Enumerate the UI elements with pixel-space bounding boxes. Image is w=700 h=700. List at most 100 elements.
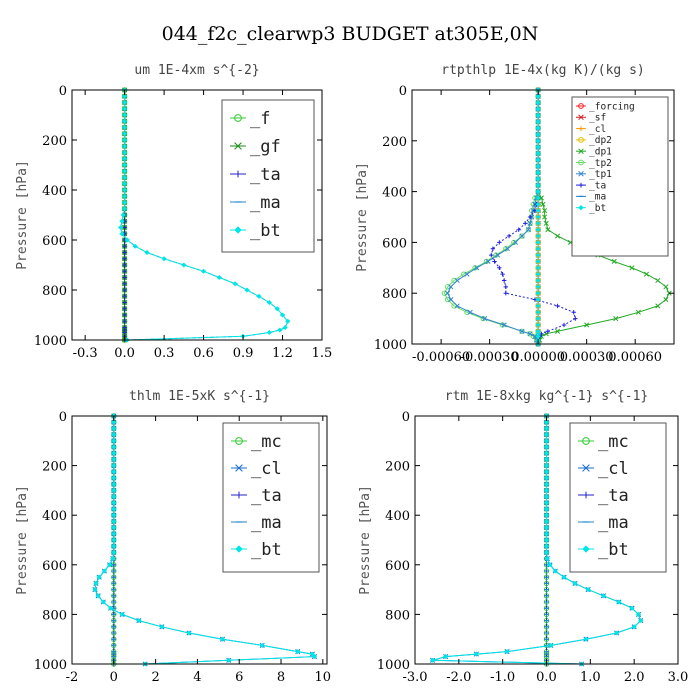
legend-marker — [582, 545, 590, 553]
data-point — [535, 112, 541, 119]
y-tick-label: 200 — [42, 134, 67, 149]
x-tick-label: 6 — [235, 670, 243, 685]
y-tick-label: 0 — [59, 84, 67, 99]
y-tick-label: 800 — [42, 608, 67, 623]
data-point — [629, 605, 635, 611]
y-axis-label: Pressure [hPa] — [15, 485, 30, 595]
y-tick-label: 600 — [42, 559, 67, 574]
data-point — [519, 328, 525, 334]
data-point — [122, 300, 127, 305]
data-point — [535, 169, 541, 176]
data-point — [543, 537, 550, 543]
data-point — [485, 258, 491, 265]
data-point — [616, 599, 622, 605]
data-point — [274, 306, 280, 312]
data-point — [266, 299, 273, 306]
data-point — [545, 227, 551, 233]
data-point — [543, 425, 550, 432]
data-point — [535, 144, 541, 150]
data-point — [121, 93, 128, 99]
data-point — [100, 599, 107, 605]
legend-label: _ma — [250, 193, 281, 213]
chart-panel-2: rtpthlp 1E-4x(kg K)/(kg s) Pressure [hPa]… — [355, 63, 675, 365]
data-point — [543, 220, 549, 226]
data-point — [429, 657, 436, 663]
x-tick-label: 10 — [315, 670, 332, 685]
data-point — [527, 220, 533, 227]
y-axis-label: Pressure [hPa] — [358, 485, 373, 595]
legend-label: _bt — [250, 221, 281, 241]
y-tick-label: 1000 — [377, 658, 410, 673]
panel-title: rtpthlp 1E-4x(kg K)/(kg s) — [441, 63, 645, 78]
data-point — [585, 586, 591, 593]
legend-marker — [234, 170, 242, 178]
x-tick-label: -0.00030 — [461, 350, 519, 365]
data-point — [285, 318, 291, 324]
x-tick-label: 8 — [277, 670, 285, 685]
data-point — [535, 100, 541, 106]
data-point — [538, 195, 544, 201]
data-point — [159, 624, 165, 630]
data-point — [110, 555, 116, 562]
data-point — [451, 277, 457, 284]
data-point — [454, 303, 460, 309]
data-point — [535, 290, 541, 296]
data-point — [482, 316, 488, 322]
data-point — [121, 156, 128, 162]
x-tick-label: -1.0 — [490, 670, 515, 685]
legend: _f _gf _ta _ma _bt — [221, 99, 315, 253]
legend-label: _ma — [589, 192, 606, 203]
y-tick-label: 0 — [399, 84, 407, 99]
data-point — [535, 265, 541, 271]
data-point — [121, 99, 128, 106]
data-point — [535, 119, 541, 125]
data-point — [473, 651, 480, 657]
legend-marker — [235, 464, 243, 472]
data-point — [111, 450, 117, 456]
panel-title: thlm 1E-5xK s^{-1} — [129, 389, 270, 404]
data-point — [535, 271, 541, 277]
data-point — [501, 322, 507, 328]
legend-label: _gf — [250, 137, 281, 157]
data-point — [535, 233, 541, 239]
data-point — [124, 237, 130, 243]
data-point — [121, 143, 128, 149]
data-point — [93, 580, 99, 587]
data-point — [535, 163, 541, 169]
x-tick-label: -3.0 — [402, 670, 427, 685]
legend-label: _dp1 — [589, 147, 612, 158]
legend-label: _cl — [251, 459, 282, 479]
legend-marker — [582, 464, 590, 472]
data-point — [527, 220, 533, 226]
data-point — [136, 617, 142, 624]
data-point — [119, 231, 125, 237]
data-point — [611, 258, 617, 265]
data-point — [501, 278, 507, 283]
data-point — [121, 206, 128, 212]
x-tick-label: 3.0 — [668, 670, 689, 685]
y-tick-label: 800 — [42, 284, 67, 299]
legend: _mc _cl _ta _ma _bt — [569, 422, 667, 573]
data-point — [542, 214, 548, 220]
x-tick-label: -0.00060 — [412, 350, 470, 365]
data-point — [543, 500, 550, 506]
data-point — [535, 214, 541, 220]
data-point — [96, 574, 102, 580]
data-point — [111, 419, 117, 425]
data-point — [111, 543, 117, 549]
data-point — [506, 233, 512, 239]
data-point — [244, 287, 250, 293]
data-point — [232, 281, 238, 287]
data-point — [535, 207, 541, 214]
data-point — [535, 131, 541, 138]
data-point — [542, 208, 548, 214]
data-point — [535, 150, 541, 157]
data-point — [121, 168, 128, 174]
y-tick-label: 800 — [385, 608, 410, 623]
legend-marker — [235, 545, 243, 553]
legend-marker — [578, 148, 584, 154]
legend-marker — [578, 137, 584, 143]
data-point — [259, 642, 265, 649]
data-point — [122, 306, 127, 311]
legend-marker — [578, 159, 584, 166]
